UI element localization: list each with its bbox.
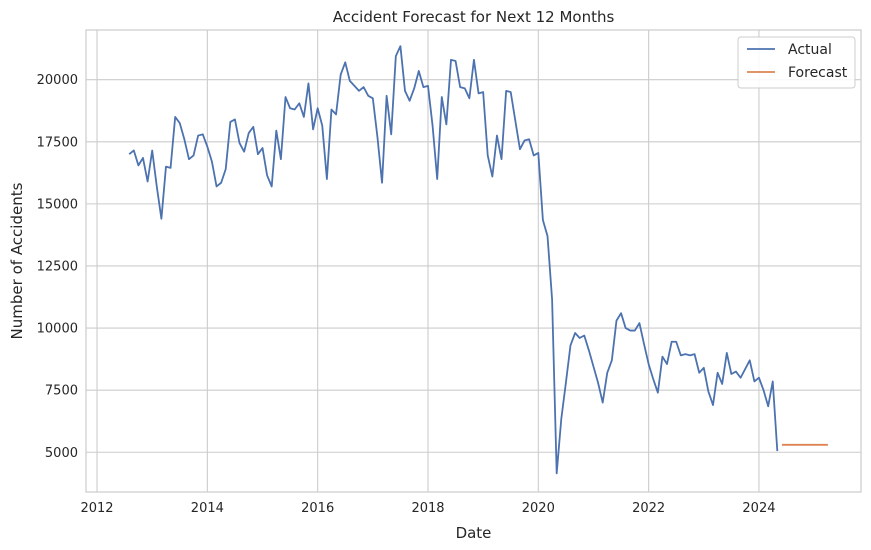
y-tick-label: 12500 xyxy=(37,259,78,274)
plot-frame xyxy=(85,29,862,493)
y-tick-label: 5000 xyxy=(45,446,78,461)
y-axis-title: Number of Accidents xyxy=(8,182,26,339)
x-tick-labels: 2012 2014 2016 2018 2020 2022 2024 xyxy=(80,501,775,516)
x-tick-label: 2024 xyxy=(742,501,775,516)
x-tick-label: 2018 xyxy=(411,501,444,516)
y-tick-label: 17500 xyxy=(37,135,78,150)
series-layer xyxy=(128,45,828,475)
series-line-actual xyxy=(128,45,779,475)
chart-title: Accident Forecast for Next 12 Months xyxy=(333,8,615,26)
legend-label-forecast: Forecast xyxy=(788,65,848,81)
y-tick-labels: 5000 7500 10000 12500 15000 17500 20000 xyxy=(37,73,78,461)
y-tick-label: 10000 xyxy=(37,322,78,337)
x-tick-label: 2016 xyxy=(301,501,334,516)
x-tick-label: 2022 xyxy=(632,501,665,516)
gridlines xyxy=(86,30,861,492)
x-axis-title: Date xyxy=(456,524,492,542)
x-tick-label: 2020 xyxy=(522,501,555,516)
x-tick-label: 2012 xyxy=(80,501,113,516)
y-tick-label: 7500 xyxy=(45,384,78,399)
legend: Actual Forecast xyxy=(737,36,856,89)
legend-label-actual: Actual xyxy=(788,42,832,58)
y-tick-label: 20000 xyxy=(37,73,78,88)
y-tick-label: 15000 xyxy=(37,197,78,212)
plot-background xyxy=(86,30,861,492)
x-tick-label: 2014 xyxy=(191,501,224,516)
